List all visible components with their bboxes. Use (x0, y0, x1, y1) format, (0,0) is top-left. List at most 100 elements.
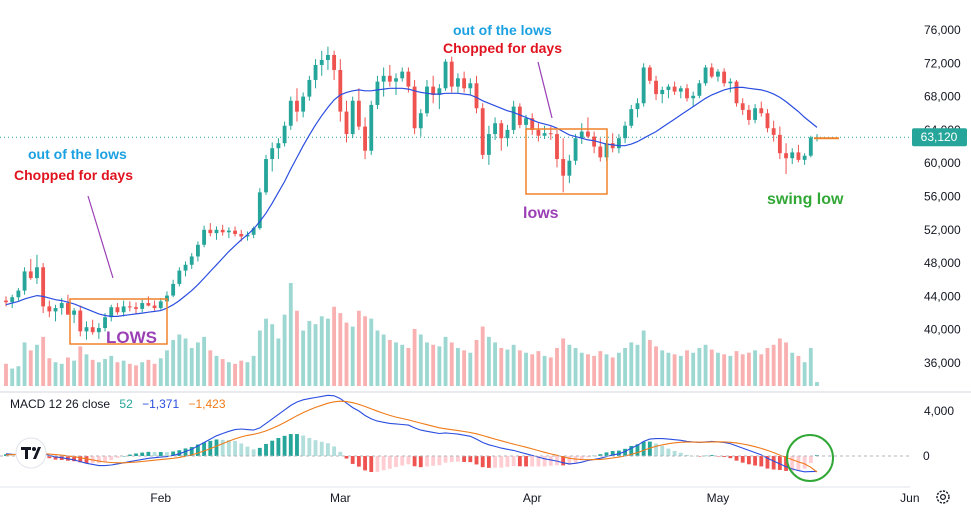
volume-bar (672, 354, 677, 386)
candle-body (493, 123, 497, 135)
candle-body (672, 86, 677, 92)
candle-body (685, 88, 689, 99)
volume-bar (716, 352, 720, 386)
volume-bar (288, 283, 293, 386)
candle-body (239, 233, 244, 237)
macd-hist-bar (443, 456, 448, 463)
volume-bar (511, 344, 516, 386)
macd-legend-label: MACD 12 26 close (10, 397, 110, 411)
macd-hist-bar (579, 456, 584, 461)
macd-hist-bar (524, 456, 528, 467)
macd-hist-bar (332, 446, 337, 456)
macd-hist-bar (703, 455, 708, 457)
moving-average-line (5, 86, 818, 317)
candle-body (480, 108, 485, 155)
macd-hist-bar (660, 445, 665, 456)
candles (4, 46, 819, 340)
volume-bar (338, 313, 343, 386)
macd-hist-bar (288, 434, 293, 456)
candle-body (245, 234, 250, 237)
macd-hist-bar (307, 438, 312, 456)
volume-bar (542, 355, 547, 386)
volume-bar (753, 350, 758, 386)
macd-hist-bar (301, 435, 306, 456)
candle-body (369, 104, 374, 151)
macd-hist-bar (245, 446, 250, 456)
volume-bar (604, 354, 609, 386)
macd-hist-bar (697, 456, 702, 457)
volume-bar (189, 347, 194, 386)
lows-box-feb (69, 298, 168, 345)
volume-bar (691, 352, 696, 386)
macd-legend-signal: −1,423 (188, 397, 225, 411)
candle-body (251, 228, 256, 235)
candle-body (288, 100, 293, 126)
volume-bar (561, 338, 566, 386)
candle-body (555, 134, 559, 160)
candle-body (808, 137, 813, 156)
macd-hist-bar (127, 454, 132, 456)
candle-body (561, 159, 566, 176)
candle-body (344, 111, 349, 135)
volume-bar (65, 357, 70, 386)
candle-body (709, 67, 714, 77)
volume-bar (493, 342, 497, 386)
macd-hist-bar (146, 451, 151, 456)
macd-hist-bar (759, 456, 764, 467)
candle-body (276, 143, 281, 149)
volume-bar (146, 359, 151, 386)
macd-hist-bar (449, 456, 454, 463)
volume-bar (425, 342, 429, 386)
candle-body (10, 297, 15, 303)
candle-body (140, 303, 145, 309)
volume-bar (301, 330, 306, 386)
macd-hist-bar (158, 452, 163, 456)
candle-body (90, 327, 95, 333)
settings-gear-icon[interactable] (936, 490, 950, 504)
tradingview-logo[interactable] (15, 437, 47, 469)
last-price-badge: 63,120 (912, 128, 967, 147)
volume-bar (647, 340, 652, 386)
macd-hist-bar (678, 452, 683, 456)
candle-body (233, 230, 237, 234)
volume-bar (697, 347, 702, 386)
volume-bar (740, 354, 745, 386)
volume-bar (728, 355, 733, 386)
candle-body (363, 126, 367, 151)
macd-hist-bar (103, 456, 107, 462)
macd-hist-bar (548, 456, 553, 466)
volume-bar (282, 314, 287, 386)
candle-body (338, 69, 343, 112)
macd-hist-bar (189, 447, 194, 456)
macd-hist-bar (369, 456, 374, 473)
macd-hist-bar (604, 452, 609, 456)
volume-bar (202, 336, 207, 386)
candle-body (542, 133, 547, 136)
volume-bar (16, 366, 21, 386)
macd-hist-bar (214, 439, 219, 456)
candle-body (511, 106, 516, 130)
macd-hist-bar (722, 456, 727, 457)
candle-body (771, 128, 776, 135)
volume-bar (592, 355, 597, 386)
volume-bar (375, 330, 380, 386)
macd-hist-bar (629, 445, 634, 456)
candle-body (400, 71, 405, 79)
candle-body (307, 79, 312, 97)
macd-hist-bar (183, 448, 188, 456)
macd-hist-bar (134, 453, 138, 456)
annotation-lows-may: lows (523, 205, 559, 222)
volume-bar (78, 346, 83, 386)
macd-hist-bar (375, 456, 380, 472)
candle-body (326, 54, 330, 60)
macd-hist-bar (363, 456, 367, 471)
macd-hist-bar (784, 456, 788, 471)
volume-bar (363, 316, 367, 386)
volume-bar (53, 362, 58, 386)
volume-bar (746, 352, 751, 386)
candle-body (47, 306, 52, 312)
macd-hist-bar (78, 456, 83, 463)
volume-bar (536, 351, 541, 386)
macd-hist-bar (152, 452, 157, 456)
